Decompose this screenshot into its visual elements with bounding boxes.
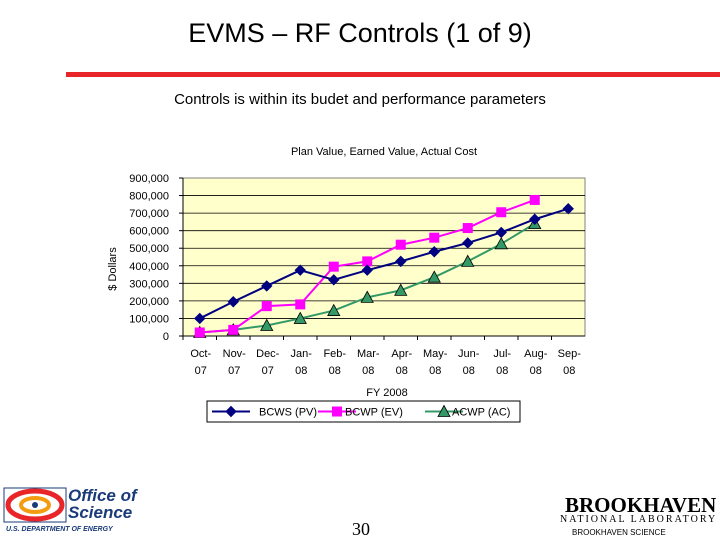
legend-marker xyxy=(332,406,342,417)
x-tick-label: Aug- xyxy=(524,348,548,360)
data-point-0 xyxy=(261,280,273,292)
x-tick-label: Dec- xyxy=(256,348,280,360)
x-tick-label: May- xyxy=(423,348,448,360)
data-point-1 xyxy=(328,261,339,272)
data-point-2 xyxy=(427,270,441,283)
data-point-2 xyxy=(394,283,408,296)
x-tick-label-year: 08 xyxy=(563,365,575,377)
y-axis-title: $ Dollars xyxy=(107,247,119,291)
data-point-1 xyxy=(496,207,507,218)
x-tick-label: Apr- xyxy=(391,348,412,360)
x-tick-label: Oct- xyxy=(190,348,211,360)
x-tick-label-year: 08 xyxy=(295,365,307,377)
doe-name-line1: Office of xyxy=(68,486,137,505)
data-point-0 xyxy=(495,226,507,239)
x-tick-label-year: 07 xyxy=(228,365,240,377)
x-tick-label: Jun- xyxy=(458,348,480,360)
x-tick-label-year: 08 xyxy=(463,365,475,377)
data-point-0 xyxy=(194,312,206,325)
doe-department: U.S. DEPARTMENT OF ENERGY xyxy=(6,526,113,533)
doe-office-of-science-logo xyxy=(3,487,67,523)
doe-name: Office of Science xyxy=(68,487,137,521)
chart-title: Plan Value, Earned Value, Actual Cost xyxy=(291,146,477,158)
bnl-wordmark: BROOKHAVEN xyxy=(565,493,717,517)
y-tick-label: 0 xyxy=(163,331,169,343)
x-tick-label: Sep- xyxy=(558,348,582,360)
data-point-0 xyxy=(361,264,373,276)
data-point-0 xyxy=(294,264,306,276)
page-subtitle: Controls is within its budet and perform… xyxy=(174,91,546,108)
data-point-0 xyxy=(227,296,239,308)
y-tick-label: 700,000 xyxy=(129,208,169,220)
y-tick-label: 800,000 xyxy=(129,191,169,203)
y-tick-label: 200,000 xyxy=(129,296,169,308)
data-point-0 xyxy=(529,213,541,225)
x-axis-title: FY 2008 xyxy=(366,387,407,399)
legend-marker xyxy=(437,404,451,417)
x-tick-label-year: 07 xyxy=(195,365,207,377)
data-point-2 xyxy=(360,290,374,303)
data-point-0 xyxy=(428,246,440,258)
y-tick-label: 500,000 xyxy=(129,243,169,255)
x-tick-label: Nov- xyxy=(223,348,247,360)
x-tick-label: Jul- xyxy=(493,348,511,360)
x-tick-label-year: 08 xyxy=(496,365,508,377)
title-divider xyxy=(66,72,720,77)
bnl-associates: BROOKHAVEN SCIENCE xyxy=(572,528,666,537)
data-point-1 xyxy=(395,239,406,250)
bnl-lab-label: NATIONAL LABORATORY xyxy=(560,514,718,525)
x-tick-label-year: 08 xyxy=(530,365,542,377)
y-tick-label: 600,000 xyxy=(129,226,169,238)
x-tick-label-year: 08 xyxy=(429,365,441,377)
legend-label: BCWP (EV) xyxy=(345,407,403,419)
legend-marker xyxy=(225,405,237,418)
data-point-2 xyxy=(293,311,307,324)
data-point-2 xyxy=(260,318,274,331)
data-point-1 xyxy=(261,301,272,312)
data-point-0 xyxy=(395,255,407,268)
data-point-1 xyxy=(429,232,440,243)
series-line-0 xyxy=(199,207,569,320)
x-tick-label-year: 08 xyxy=(396,365,408,377)
x-tick-label: Feb- xyxy=(323,348,346,360)
data-point-1 xyxy=(462,223,473,234)
plot-area xyxy=(182,177,586,337)
data-point-0 xyxy=(562,203,574,215)
page-number: 30 xyxy=(352,519,370,539)
legend-label: ACWP (AC) xyxy=(452,407,510,419)
data-point-1 xyxy=(194,327,205,338)
data-point-2 xyxy=(461,254,475,267)
page-title: EVMS – RF Controls (1 of 9) xyxy=(188,18,532,48)
x-tick-label-year: 08 xyxy=(329,365,341,377)
y-tick-label: 400,000 xyxy=(129,261,169,273)
data-point-2 xyxy=(327,303,341,316)
data-point-1 xyxy=(228,324,239,335)
y-tick-label: 900,000 xyxy=(129,173,169,185)
y-tick-label: 300,000 xyxy=(129,278,169,290)
data-point-0 xyxy=(328,274,340,286)
doe-name-line2: Science xyxy=(68,503,133,522)
x-tick-label: Mar- xyxy=(357,348,380,360)
x-tick-label: Jan- xyxy=(291,348,313,360)
y-tick-label: 100,000 xyxy=(129,313,169,325)
data-point-2 xyxy=(494,236,508,250)
data-point-1 xyxy=(295,299,306,310)
legend-label: BCWS (PV) xyxy=(259,407,317,419)
data-point-1 xyxy=(529,194,540,205)
x-tick-label-year: 07 xyxy=(262,365,274,377)
x-tick-label-year: 08 xyxy=(362,365,374,377)
data-point-0 xyxy=(462,237,474,249)
